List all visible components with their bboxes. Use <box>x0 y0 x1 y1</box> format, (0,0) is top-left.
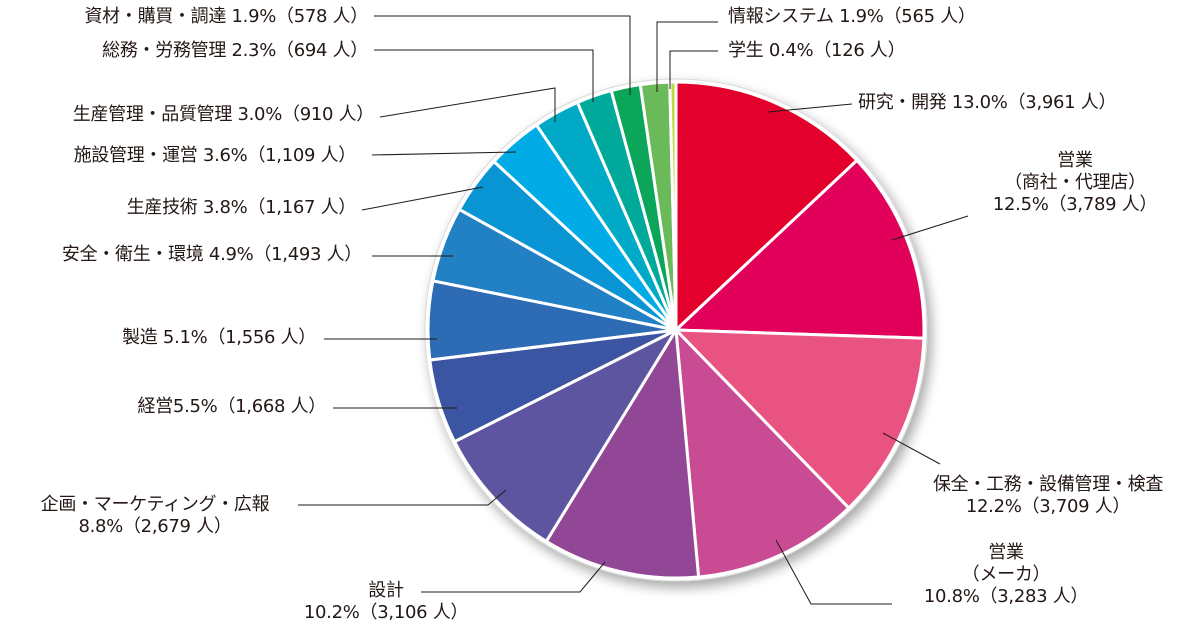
label-line: 研究・開発 13.0%（3,961 人） <box>858 92 1117 113</box>
label-line: 施設管理・運営 3.6%（1,109 人） <box>73 145 357 166</box>
pie-slice <box>674 158 926 340</box>
leader-line <box>379 87 556 122</box>
slice-label-eigyo-maker: 営業 （メーカ） 10.8%（3,283 人） <box>906 542 1106 608</box>
label-line: 営業 <box>988 542 1024 563</box>
label-line: 保全・工務・設備管理・検査 <box>932 474 1164 495</box>
pie-slice <box>674 80 859 332</box>
leader-line <box>374 15 631 95</box>
label-line: 経営5.5%（1,668 人） <box>137 396 327 417</box>
leader-line <box>656 21 718 92</box>
leader-line <box>669 50 718 89</box>
slice-label-eigyo-shosha: 営業 （商社・代理店） 12.5%（3,789 人） <box>970 150 1180 216</box>
slice-label-hozen: 保全・工務・設備管理・検査 12.2%（3,709 人） <box>908 474 1188 518</box>
leader-line <box>775 539 892 605</box>
label-line: 学生 0.4%（126 人） <box>728 40 906 61</box>
slice-label-somu: 総務・労務管理 2.3%（694 人） <box>0 40 368 62</box>
label-line: 情報システム 1.9%（565 人） <box>728 6 976 27</box>
leader-lines <box>298 15 969 605</box>
pie-slice <box>453 328 678 543</box>
slice-label-seizo: 製造 5.1%（1,556 人） <box>80 327 316 349</box>
slice-label-shisetsu: 施設管理・運営 3.6%（1,109 人） <box>0 145 357 167</box>
slice-label-shizai: 資材・購買・調達 1.9%（578 人） <box>0 6 368 28</box>
slice-label-seisan-kanri: 生産管理・品質管理 3.0%（910 人） <box>0 104 375 126</box>
label-line: 12.2%（3,709 人） <box>965 496 1131 517</box>
label-line: 生産技術 3.8%（1,167 人） <box>126 197 357 218</box>
leader-line <box>298 489 507 506</box>
leader-line <box>374 49 594 102</box>
label-line: 製造 5.1%（1,556 人） <box>122 327 316 348</box>
leader-line <box>891 215 969 241</box>
slice-label-anzen: 安全・衛生・環境 4.9%（1,493 人） <box>0 244 362 266</box>
slice-label-keiei: 経営5.5%（1,668 人） <box>90 396 327 418</box>
label-line: 設計 <box>368 580 404 601</box>
pie-slice <box>674 328 851 579</box>
label-line: 12.5%（3,789 人） <box>992 194 1158 215</box>
pie-slice <box>544 328 701 580</box>
label-line: 8.8%（2,679 人） <box>78 516 232 537</box>
slice-label-joho: 情報システム 1.9%（565 人） <box>728 6 976 28</box>
leader-line <box>882 432 941 465</box>
leader-line <box>421 561 606 593</box>
label-line: 総務・労務管理 2.3%（694 人） <box>102 40 368 61</box>
label-line: 安全・衛生・環境 4.9%（1,493 人） <box>61 244 362 265</box>
label-line: 資材・購買・調達 1.9%（578 人） <box>84 6 368 27</box>
label-line: 10.2%（3,106 人） <box>303 602 469 623</box>
label-line: 10.8%（3,283 人） <box>923 586 1089 607</box>
label-line: 営業 <box>1057 150 1093 171</box>
pie-slice <box>674 328 926 510</box>
slice-label-seisan-gijutsu: 生産技術 3.8%（1,167 人） <box>60 197 357 219</box>
leader-line <box>371 151 517 156</box>
slice-label-sekkei: 設計 10.2%（3,106 人） <box>286 580 486 624</box>
slice-label-kenkyu: 研究・開発 13.0%（3,961 人） <box>858 92 1116 114</box>
label-line: 企画・マーケティング・広報 <box>40 494 270 515</box>
leader-line <box>361 186 484 211</box>
label-line: （商社・代理店） <box>1004 172 1146 193</box>
slice-label-kikaku: 企画・マーケティング・広報 8.8%（2,679 人） <box>10 494 300 538</box>
label-line: （メーカ） <box>961 564 1051 585</box>
leader-line <box>767 103 853 113</box>
label-line: 生産管理・品質管理 3.0%（910 人） <box>72 104 375 125</box>
slice-label-gakusei: 学生 0.4%（126 人） <box>728 40 906 62</box>
pie-slices <box>426 80 926 580</box>
